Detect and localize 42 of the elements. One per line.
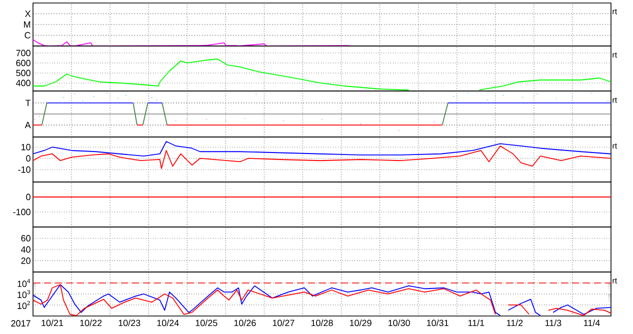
y-tick-label: 40 <box>21 246 30 253</box>
y-tick-label: 500 <box>16 70 30 76</box>
text: rt <box>612 143 618 149</box>
y-tick-label: -100 <box>13 208 30 216</box>
x-tick-label: 10/28 <box>311 320 333 326</box>
x-tick-label: 10/26 <box>234 320 256 326</box>
text: T <box>26 100 31 106</box>
text: rt <box>612 98 618 103</box>
x-tick-label: 10/31 <box>427 320 448 326</box>
y-tick-label: -10 <box>18 166 30 173</box>
x-tick-label: 11/2 <box>506 320 523 326</box>
text: X <box>25 10 31 17</box>
x-tick-label: 10/25 <box>196 320 218 326</box>
line-series <box>33 141 611 157</box>
text: M <box>24 21 30 28</box>
text: rt <box>612 8 618 14</box>
x-tick-label: 11/4 <box>584 320 600 326</box>
x-tick-label: 10/30 <box>388 320 410 326</box>
text: rt <box>612 52 618 58</box>
y-tick-label: 0 <box>26 194 30 200</box>
text: rt <box>612 278 618 284</box>
x-axis-title: 2017 <box>11 320 30 327</box>
y-tick-label: 60 <box>21 235 30 242</box>
y-tick-label: 700 <box>16 50 30 56</box>
x-tick-label: 10/21 <box>42 320 64 326</box>
x-tick-label: 11/1 <box>468 320 484 326</box>
y-tick-label: 10$^{3}$ <box>18 290 30 298</box>
y-tick-label: 400 <box>16 80 30 86</box>
y-tick-label: 10 <box>21 144 30 150</box>
text: C <box>24 32 30 38</box>
x-tick-label: 10/22 <box>80 320 102 326</box>
y-tick-label: 10$^{2}$ <box>18 300 30 310</box>
y-tick-label: 10$^{4}$ <box>18 278 30 288</box>
text: A <box>24 122 31 128</box>
y-tick-label: 0 <box>26 155 30 162</box>
y-tick-label: 600 <box>16 60 30 66</box>
x-tick-label: 10/23 <box>118 320 140 326</box>
y-tick-label: 20 <box>21 258 30 264</box>
x-tick-label: 10/27 <box>272 320 294 326</box>
x-tick-label: 11/3 <box>545 320 562 326</box>
x-tick-label: 10/29 <box>350 320 372 326</box>
x-tick-label: 10/24 <box>157 320 179 326</box>
